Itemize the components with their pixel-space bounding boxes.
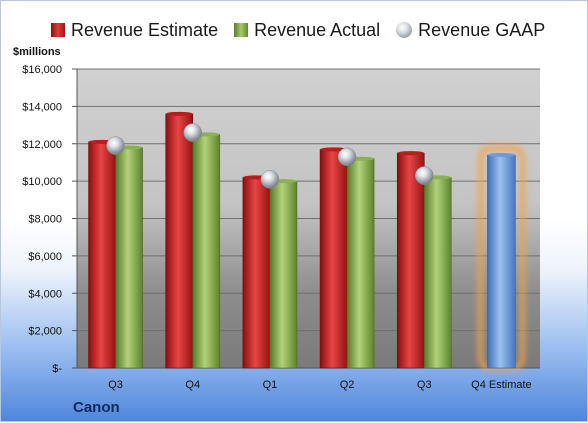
legend-label-estimate: Revenue Estimate	[71, 19, 219, 40]
bar-revenue-estimate	[88, 141, 116, 369]
y-tick-label: $10,000	[22, 176, 62, 188]
bar-revenue-actual	[423, 177, 452, 369]
bar-cap-revenue-estimate	[320, 147, 348, 152]
y-tick-label: $4,000	[28, 288, 62, 300]
point-revenue-gaap	[415, 166, 434, 185]
bar-revenue-actual	[346, 158, 375, 369]
y-tick-label: $8,000	[28, 214, 62, 226]
bar-cap-forecast	[487, 152, 516, 157]
bar-revenue-actual	[115, 147, 143, 369]
legend-item-estimate: Revenue Estimate	[51, 20, 218, 41]
point-revenue-gaap	[106, 136, 125, 155]
legend-item-gaap: Revenue GAAP	[396, 20, 545, 41]
point-revenue-gaap	[337, 147, 357, 167]
y-tick-label: $-	[52, 363, 62, 375]
company-name: Canon	[73, 399, 120, 416]
legend-swatch-actual	[234, 23, 249, 37]
x-tick-label: Q3	[108, 379, 123, 391]
y-tick-label: $14,000	[22, 101, 62, 113]
legend-swatch-gaap	[396, 22, 413, 38]
bar-revenue-estimate	[242, 177, 271, 369]
bar-revenue-actual	[269, 180, 298, 369]
bar-revenue-estimate	[319, 149, 348, 369]
x-tick-label: Q3	[417, 379, 432, 391]
bar-cap-revenue-estimate	[397, 151, 425, 156]
legend-swatch-estimate	[51, 23, 65, 37]
y-tick-label: $12,000	[22, 139, 62, 151]
legend: Revenue Estimate Revenue Actual Revenue …	[51, 16, 545, 44]
y-axis-unit-label: $millions	[13, 46, 61, 58]
bar-cap-revenue-estimate	[165, 111, 193, 116]
x-tick-label: Q4	[185, 379, 200, 391]
legend-item-actual: Revenue Actual	[234, 20, 380, 41]
bar-forecast-estimate	[487, 154, 516, 369]
y-tick-label: $16,000	[22, 64, 62, 76]
y-tick-label: $2,000	[28, 326, 62, 338]
point-revenue-gaap	[183, 123, 202, 142]
point-revenue-gaap	[260, 170, 280, 189]
bar-revenue-estimate	[165, 113, 194, 369]
bar-revenue-actual	[192, 134, 221, 369]
x-tick-label: Q4 Estimate	[471, 379, 532, 391]
y-tick-label: $6,000	[28, 251, 62, 263]
bar-revenue-estimate	[396, 152, 425, 369]
x-tick-label: Q1	[263, 379, 278, 391]
x-tick-label: Q2	[340, 379, 355, 391]
legend-label-gaap: Revenue GAAP	[418, 19, 546, 40]
legend-label-actual: Revenue Actual	[254, 19, 381, 40]
